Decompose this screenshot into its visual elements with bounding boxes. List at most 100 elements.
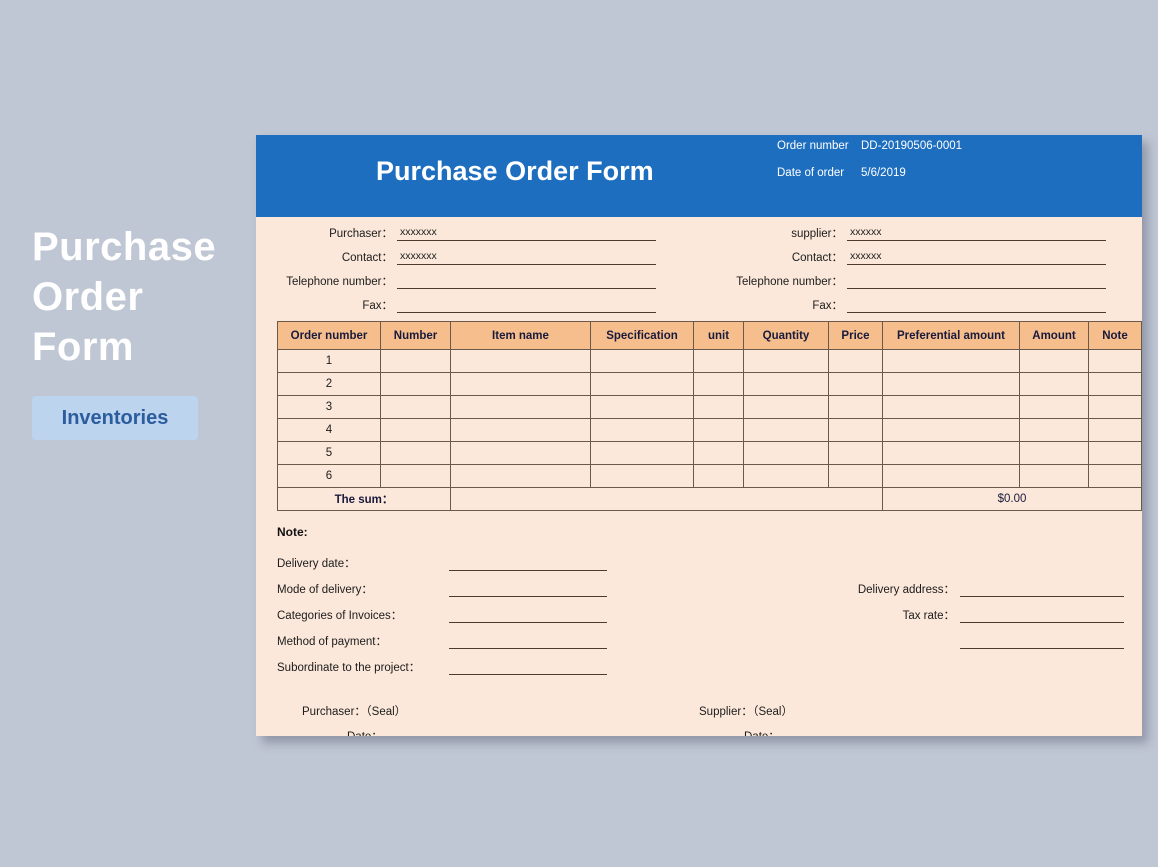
cell-price[interactable] [828,441,883,465]
cell-unit[interactable] [693,395,744,419]
purchase-order-document: Purchase Order Form Order number DD-2019… [256,135,1142,736]
promo-badge-inventories[interactable]: Inventories [32,396,198,440]
notes-heading: Note: [277,525,308,539]
cell-item-name[interactable] [450,464,591,488]
table-row[interactable]: 6 [277,464,1142,488]
cell-amount[interactable] [1019,372,1089,396]
cell-number[interactable] [380,395,451,419]
cell-quantity[interactable] [743,349,829,373]
supplier-party-block: supplier： xxxxxx Contact： xxxxxx Telepho… [720,217,1106,313]
cell-amount[interactable] [1019,441,1089,465]
cell-preferential-amount[interactable] [882,418,1020,442]
method-of-payment-row: Method of payment： [277,627,607,649]
cell-preferential-amount[interactable] [882,395,1020,419]
cell-amount[interactable] [1019,418,1089,442]
sum-label: The sum： [277,487,451,511]
mode-of-delivery-label: Mode of delivery： [277,584,373,596]
method-of-payment-input[interactable] [449,633,607,649]
table-row[interactable]: 1 [277,349,1142,373]
purchaser-name-label: Purchaser： [329,228,393,240]
table-row[interactable]: 5 [277,441,1142,465]
promo-badge-label: Inventories [61,406,169,429]
cell-quantity[interactable] [743,441,829,465]
cell-unit[interactable] [693,441,744,465]
mode-of-delivery-input[interactable] [449,581,607,597]
cell-specification[interactable] [590,464,694,488]
cell-item-name[interactable] [450,395,591,419]
cell-unit[interactable] [693,372,744,396]
cell-number[interactable] [380,372,451,396]
subordinate-to-project-input[interactable] [449,659,607,675]
delivery-date-input[interactable] [449,555,607,571]
table-row[interactable]: 2 [277,372,1142,396]
tax-rate-input[interactable] [960,607,1124,623]
column-header-specification: Specification [590,321,694,350]
cell-note[interactable] [1088,349,1142,373]
cell-price[interactable] [828,372,883,396]
cell-amount[interactable] [1019,395,1089,419]
cell-price[interactable] [828,349,883,373]
date-of-order-row: Date of order 5/6/2019 [777,167,906,179]
cell-price[interactable] [828,464,883,488]
purchaser-signature-block: Purchaser：（Seal） Date： [302,703,406,736]
cell-specification[interactable] [590,418,694,442]
cell-number[interactable] [380,418,451,442]
cell-price[interactable] [828,418,883,442]
supplier-date-label[interactable]: Date： [699,728,793,736]
categories-of-invoices-input[interactable] [449,607,607,623]
supplier-contact-input[interactable]: xxxxxx [847,248,1106,265]
purchaser-date-label[interactable]: Date： [302,728,406,736]
cell-note[interactable] [1088,395,1142,419]
cell-note[interactable] [1088,441,1142,465]
cell-note[interactable] [1088,464,1142,488]
cell-specification[interactable] [590,349,694,373]
delivery-address-input[interactable] [960,581,1124,597]
cell-preferential-amount[interactable] [882,464,1020,488]
supplier-telephone-input[interactable] [847,272,1106,289]
cell-item-name[interactable] [450,441,591,465]
purchaser-telephone-row: Telephone number： [270,265,656,289]
row-index: 2 [277,372,381,396]
cell-amount[interactable] [1019,349,1089,373]
cell-unit[interactable] [693,418,744,442]
cell-preferential-amount[interactable] [882,349,1020,373]
purchaser-name-input[interactable]: xxxxxxx [397,224,656,241]
cell-preferential-amount[interactable] [882,441,1020,465]
cell-number[interactable] [380,349,451,373]
column-header-item-name: Item name [450,321,591,350]
cell-preferential-amount[interactable] [882,372,1020,396]
supplier-name-input[interactable]: xxxxxx [847,224,1106,241]
cell-amount[interactable] [1019,464,1089,488]
purchaser-fax-label: Fax： [362,300,393,312]
cell-unit[interactable] [693,464,744,488]
cell-quantity[interactable] [743,418,829,442]
purchaser-contact-input[interactable]: xxxxxxx [397,248,656,265]
purchaser-fax-input[interactable] [397,296,656,313]
table-row[interactable]: 3 [277,395,1142,419]
supplier-seal-label: Supplier：（Seal） [699,706,793,718]
cell-item-name[interactable] [450,349,591,373]
cell-item-name[interactable] [450,372,591,396]
extra-note-input[interactable] [960,633,1124,649]
cell-quantity[interactable] [743,372,829,396]
cell-unit[interactable] [693,349,744,373]
table-row[interactable]: 4 [277,418,1142,442]
cell-specification[interactable] [590,441,694,465]
supplier-contact-row: Contact： xxxxxx [720,241,1106,265]
cell-item-name[interactable] [450,418,591,442]
subordinate-to-project-label: Subordinate to the project： [277,662,421,674]
cell-number[interactable] [380,441,451,465]
date-of-order-label: Date of order [777,167,845,179]
cell-specification[interactable] [590,372,694,396]
purchaser-telephone-input[interactable] [397,272,656,289]
cell-price[interactable] [828,395,883,419]
cell-note[interactable] [1088,372,1142,396]
cell-quantity[interactable] [743,395,829,419]
cell-quantity[interactable] [743,464,829,488]
cell-number[interactable] [380,464,451,488]
cell-specification[interactable] [590,395,694,419]
supplier-fax-input[interactable] [847,296,1106,313]
items-table: Order number Number Item name Specificat… [277,321,1142,511]
supplier-fax-row: Fax： [720,289,1106,313]
cell-note[interactable] [1088,418,1142,442]
